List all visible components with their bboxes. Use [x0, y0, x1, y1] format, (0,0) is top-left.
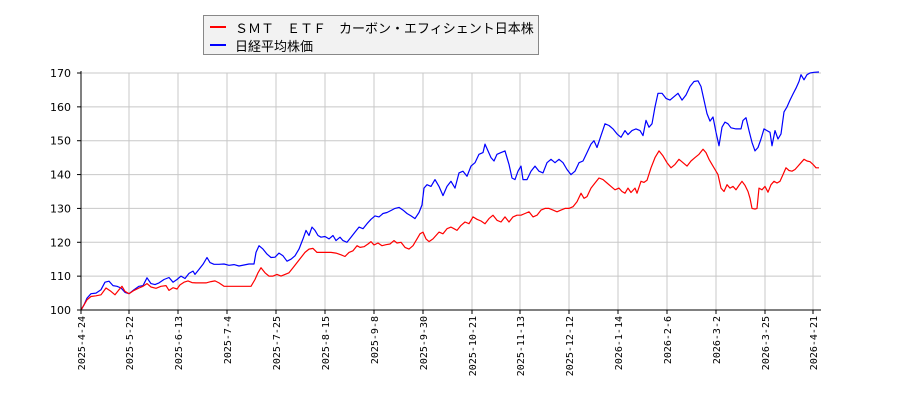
y-tick-label: 170 [50, 67, 71, 80]
x-tick-label: 2026-1-14 [614, 316, 625, 370]
x-axis-ticks: 2025-4-24 2025-5-22 2025-6-13 2025-7-4 2025-… [77, 316, 820, 376]
x-tick-label: 2026-3-25 [761, 316, 772, 370]
x-tick-label: 2025-10-21 [468, 316, 479, 376]
legend-item-nikkei: 日経平均株価 [210, 36, 314, 55]
series-line-smt-etf [80, 148, 819, 311]
y-tick-label: 100 [50, 304, 71, 317]
x-tick-label: 2025-7-4 [223, 316, 234, 364]
x-tick-label: 2025-12-12 [565, 316, 576, 376]
grid-lines [81, 72, 821, 310]
y-tick-label: 150 [50, 135, 71, 148]
x-tick-label: 2025-7-25 [272, 316, 283, 370]
axes [77, 71, 821, 314]
x-tick-label: 2026-4-21 [809, 316, 820, 370]
x-tick-label: 2025-8-15 [321, 316, 332, 370]
x-tick-label: 2025-6-13 [174, 316, 185, 370]
y-tick-label: 120 [50, 236, 71, 249]
chart-series [80, 71, 820, 311]
legend-item-smt-etf: ＳＭＴ ＥＴＦ カーボン・エフィシェント日本株 [210, 18, 534, 37]
series-line-nikkei [80, 71, 820, 311]
x-tick-label: 2025-9-30 [419, 316, 430, 370]
chart-legend: ＳＭＴ ＥＴＦ カーボン・エフィシェント日本株 日経平均株価 [203, 15, 539, 55]
x-tick-label: 2025-5-22 [125, 316, 136, 370]
legend-swatch-red [210, 26, 226, 28]
y-tick-label: 160 [50, 101, 71, 114]
y-tick-label: 140 [50, 169, 71, 182]
y-axis-ticks: 100 110 120 130 140 150 160 170 [50, 67, 71, 317]
legend-swatch-blue [210, 44, 226, 46]
legend-label: 日経平均株価 [235, 39, 314, 55]
x-tick-label: 2025-4-24 [77, 316, 88, 370]
y-tick-label: 130 [50, 202, 71, 215]
x-tick-label: 2025-11-13 [516, 316, 527, 376]
legend-label: ＳＭＴ ＥＴＦ カーボン・エフィシェント日本株 [235, 21, 534, 37]
x-tick-label: 2026-3-2 [712, 316, 723, 364]
x-tick-label: 2025-9-8 [370, 316, 381, 364]
x-tick-label: 2026-2-6 [663, 316, 674, 364]
y-tick-label: 110 [50, 270, 71, 283]
